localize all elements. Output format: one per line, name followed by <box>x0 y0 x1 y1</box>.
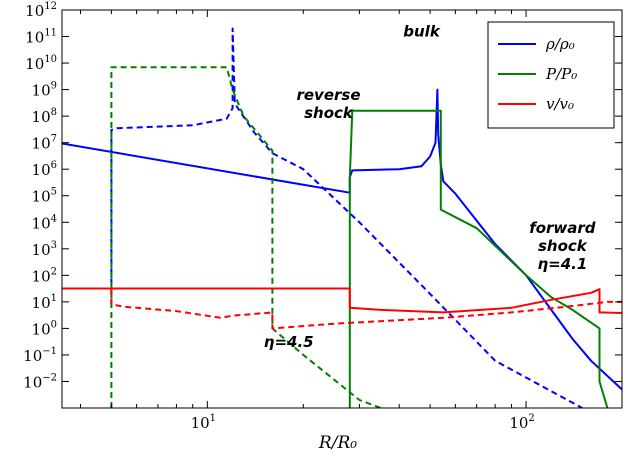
legend-label-P: P/P₀ <box>545 65 577 83</box>
axes-layer: 1012 1011 1010 109 108 107 106 105 104 103 102 101 1… <box>23 1 623 432</box>
x-axis-label: R/R₀ <box>318 433 357 453</box>
series-line-rho-solid <box>62 88 622 391</box>
y-tick-label: 107 <box>32 134 57 153</box>
annotation-bulk: bulk <box>403 23 441 41</box>
plot-frame <box>61 9 623 409</box>
y-tick-label: 109 <box>32 81 57 100</box>
legend-label-v: v/v₀ <box>546 95 574 113</box>
y-tick-label: 1010 <box>25 54 57 73</box>
annotation-eta-reverse: η=4.5 <box>264 333 314 351</box>
series-line-rho-dashed <box>110 27 583 408</box>
annotation-forward-shock: shock <box>538 237 588 255</box>
series-line-P-dashed <box>110 66 382 408</box>
y-tick-label: 1011 <box>25 28 57 47</box>
data-layer <box>62 27 622 408</box>
series-line-v-dashed <box>110 288 622 330</box>
legend: ρ/ρ₀ P/P₀ v/v₀ <box>487 21 615 129</box>
legend-label-rho: ρ/ρ₀ <box>545 35 575 53</box>
y-tick-label: 103 <box>32 240 57 259</box>
x-tick-label: 102 <box>509 413 534 432</box>
series-line-v-solid <box>62 287 622 314</box>
annotation-reverse-shock: shock <box>304 104 354 122</box>
y-tick-label: 100 <box>32 319 57 338</box>
y-tick-label: 10−1 <box>23 346 57 365</box>
y-tick-label: 1012 <box>25 1 57 20</box>
x-tick-label: 101 <box>191 413 216 432</box>
y-tick-label: 106 <box>32 160 57 179</box>
series-line-P-solid <box>348 109 609 408</box>
y-tick-label: 102 <box>32 266 57 285</box>
annotation-forward-shock: forward <box>529 219 596 237</box>
y-tick-label: 108 <box>32 107 57 126</box>
annotation-reverse-shock: reverse <box>296 86 360 104</box>
y-tick-label: 101 <box>32 293 57 312</box>
annotation-forward-shock: η=4.1 <box>537 255 587 273</box>
y-tick-label: 105 <box>32 187 57 206</box>
y-tick-label: 10−2 <box>23 372 57 391</box>
y-tick-label: 104 <box>32 213 57 232</box>
